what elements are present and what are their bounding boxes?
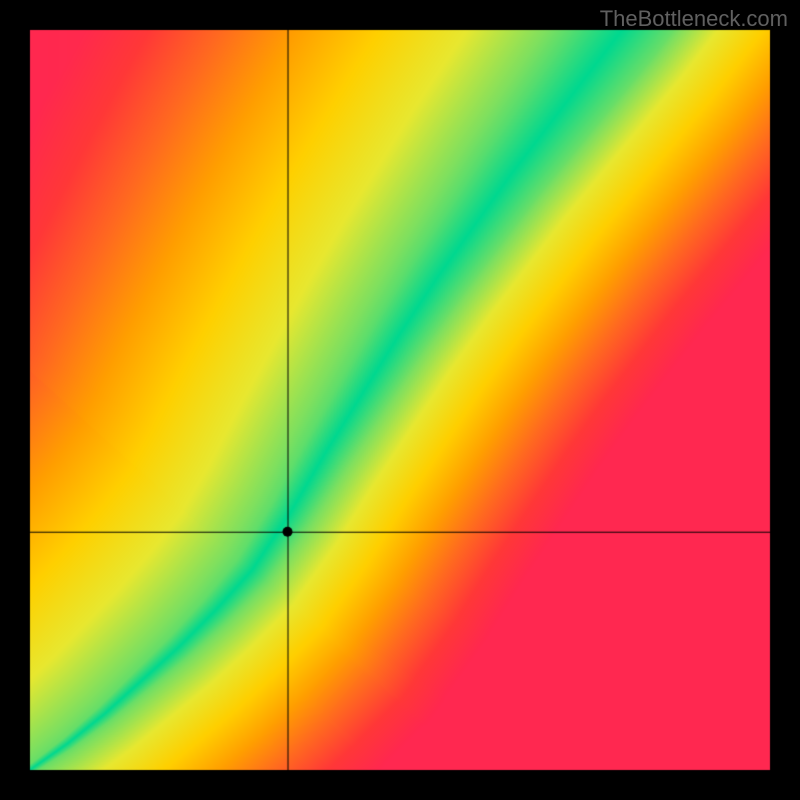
watermark-text: TheBottleneck.com xyxy=(600,6,788,32)
bottleneck-heatmap xyxy=(0,0,800,800)
